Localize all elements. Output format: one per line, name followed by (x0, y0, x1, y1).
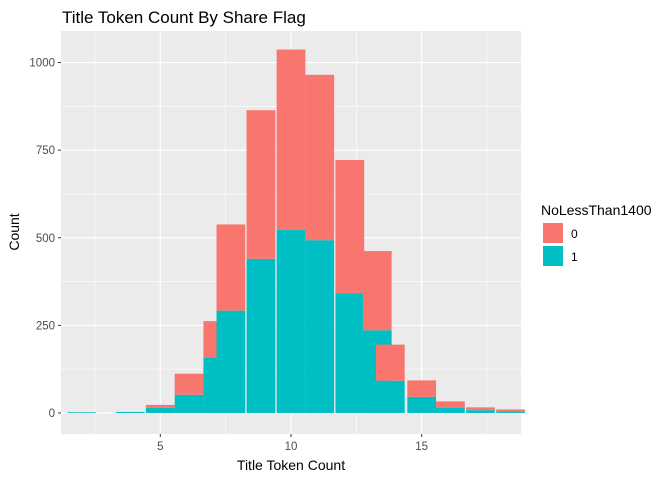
bar-segment-1 (407, 396, 437, 413)
legend-label-1: 1 (571, 250, 578, 264)
y-axis-title: Count (6, 213, 22, 250)
chart-title: Title Token Count By Share Flag (62, 8, 306, 27)
bar-segment-0 (276, 49, 306, 231)
bar-marks (67, 49, 525, 413)
legend: NoLessThan1400 0 1 (541, 202, 652, 266)
bar-segment-1 (436, 407, 465, 413)
bar-segment-0 (305, 74, 335, 241)
y-tick-label: 500 (36, 233, 55, 245)
bar-segment-0 (407, 380, 437, 397)
legend-key-1 (543, 246, 563, 266)
y-tick-label: 750 (36, 145, 55, 157)
x-tick-label: 10 (285, 441, 298, 453)
bar-segment-1 (67, 412, 97, 413)
bar-segment-1 (335, 293, 365, 413)
bar-segment-1 (216, 310, 246, 413)
bar-segment-0 (335, 159, 365, 294)
bar-segment-0 (216, 224, 246, 311)
bar-segment-0 (362, 251, 392, 331)
bar-segment-1 (145, 407, 175, 413)
bar-segment-0 (496, 409, 525, 412)
bar-segment-1 (276, 230, 306, 413)
bar-segment-0 (436, 401, 465, 408)
bar-segment-0 (375, 344, 405, 381)
bar-segment-1 (466, 410, 495, 413)
bar-segment-0 (246, 110, 276, 259)
legend-title: NoLessThan1400 (541, 202, 652, 218)
bar-segment-1 (496, 411, 525, 413)
bar-segment-0 (466, 407, 495, 411)
y-axis: 0 250 500 750 1000 (29, 58, 61, 420)
bar-segment-1 (375, 380, 405, 413)
bar-segment-1 (246, 258, 276, 413)
x-axis-title: Title Token Count (237, 457, 345, 473)
x-tick-label: 5 (157, 441, 163, 453)
bar-segment-1 (115, 411, 145, 413)
bar-segment-1 (305, 240, 335, 413)
bar-segment-0 (174, 373, 204, 395)
bar-segment-1 (174, 394, 204, 413)
legend-label-0: 0 (571, 227, 578, 241)
legend-key-0 (543, 223, 563, 243)
y-tick-label: 250 (36, 320, 55, 332)
y-tick-label: 0 (49, 408, 55, 420)
x-axis: 5 10 15 (157, 434, 428, 453)
y-tick-label: 1000 (29, 58, 55, 70)
x-tick-label: 15 (415, 441, 428, 453)
bar-segment-0 (145, 404, 175, 408)
